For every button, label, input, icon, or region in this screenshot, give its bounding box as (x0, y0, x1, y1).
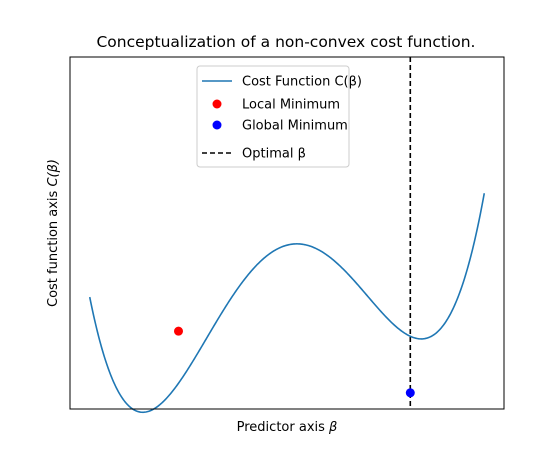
legend-label-local-minimum: Local Minimum (242, 98, 340, 113)
legend-label-cost: Cost Function C(β) (242, 75, 362, 90)
chart-title: Conceptualization of a non-convex cost f… (96, 33, 475, 51)
plot-frame (69, 56, 505, 410)
legend-label-optimal: Optimal β (242, 147, 306, 162)
legend-box (196, 65, 350, 168)
x-axis-label: Predictor axis β (237, 420, 338, 435)
y-axis-label-symbol: C(β) (46, 159, 61, 187)
plot-area (88, 57, 486, 414)
y-axis-label: Cost function axis C(β) (46, 159, 61, 307)
cost-function-line (88, 193, 486, 414)
local-minimum-point (174, 326, 183, 336)
legend-label-global-minimum: Global Minimum (242, 119, 348, 134)
legend-marker-local-minimum (212, 99, 222, 109)
x-axis-label-symbol: β (328, 420, 337, 435)
x-axis-label-prefix: Predictor axis (237, 420, 325, 435)
legend: Cost Function C(β) Local Minimum Global … (196, 65, 362, 168)
y-axis-label-prefix: Cost function axis (46, 190, 61, 307)
global-minimum-point (405, 388, 415, 398)
legend-marker-global-minimum (212, 120, 222, 130)
